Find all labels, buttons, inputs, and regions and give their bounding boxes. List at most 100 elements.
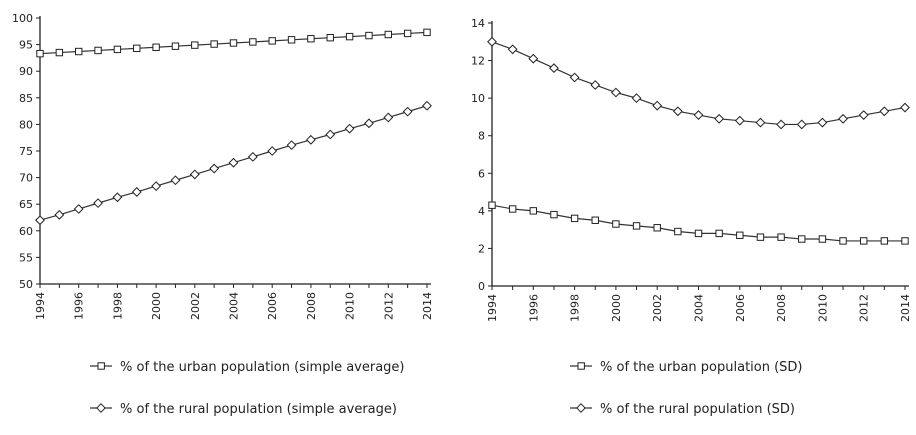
data-point: [755, 117, 766, 128]
y-tick-label: 65: [19, 198, 33, 211]
x-tick-label: 2012: [382, 292, 395, 320]
x-tick-label: 2010: [344, 292, 357, 320]
y-tick-label: 2: [478, 242, 485, 255]
data-point: [612, 220, 620, 228]
y-tick-label: 0: [478, 280, 485, 293]
data-point: [210, 40, 218, 48]
x-tick-label: 2014: [421, 292, 434, 320]
data-point: [549, 63, 559, 73]
data-point: [900, 102, 910, 113]
x-tick-label: 1994: [34, 292, 47, 320]
legend-label: % of the urban population (SD): [600, 360, 803, 375]
y-tick-label: 90: [19, 65, 33, 78]
data-point: [403, 29, 412, 38]
data-point: [423, 28, 431, 37]
data-point: [796, 119, 807, 130]
x-tick-label: 2000: [150, 292, 163, 320]
data-point: [73, 204, 84, 214]
x-tick-label: 2010: [816, 294, 829, 322]
data-point: [112, 192, 123, 203]
data-point: [55, 48, 64, 57]
data-point: [528, 53, 539, 64]
data-point: [93, 198, 103, 209]
data-point: [507, 44, 518, 55]
data-point: [839, 237, 847, 245]
data-point: [508, 205, 517, 213]
data-point: [326, 33, 334, 42]
x-tick-label: 2006: [266, 292, 279, 320]
data-point: [694, 229, 703, 238]
legend-marker: [576, 403, 586, 413]
data-point: [610, 87, 621, 98]
data-point: [529, 207, 537, 215]
data-point: [672, 106, 683, 117]
y-tick-label: 55: [19, 251, 33, 264]
data-point: [209, 163, 220, 174]
chart-panel-2: 0 2 4 6 8 10 12 14 1994 1996 1998 2000 2002 2004 2006 2…: [471, 17, 912, 417]
data-point: [402, 106, 413, 117]
data-point: [817, 117, 828, 128]
y-tick-label: 100: [12, 12, 33, 25]
chart-panel-1: 50 55 60 65 70 75 80 85 90 95 100 1994 1996 1998 2000 2…: [12, 12, 434, 417]
legend-label: % of the rural population (SD): [600, 402, 795, 417]
x-tick-label: 2008: [305, 292, 318, 320]
y-tick-label: 60: [19, 225, 33, 238]
data-point: [858, 110, 869, 120]
x-tick-label: 2002: [189, 292, 202, 320]
data-point: [860, 237, 868, 245]
legend-label: % of the rural population (simple averag…: [120, 402, 397, 417]
x-tick-label: 2008: [775, 294, 788, 322]
data-point: [631, 93, 642, 104]
x-tick-label: 2012: [858, 294, 871, 322]
y-tick-label: 4: [478, 205, 485, 218]
data-point: [487, 36, 497, 47]
y-tick-label: 70: [19, 172, 33, 185]
data-point: [422, 100, 432, 111]
data-point: [35, 215, 45, 226]
x-tick-label: 1994: [486, 294, 499, 322]
data-point: [901, 237, 909, 245]
data-point: [345, 32, 354, 41]
data-point: [249, 38, 257, 46]
y-tick-label: 95: [19, 39, 33, 52]
y-tick-label: 10: [471, 92, 485, 105]
data-point: [488, 201, 496, 209]
data-point: [632, 222, 641, 230]
data-point: [113, 45, 122, 54]
x-tick-label: 1996: [527, 294, 540, 322]
data-point: [674, 227, 682, 236]
y-tick-label: 50: [19, 278, 33, 291]
legend-marker: [97, 362, 105, 370]
data-point: [550, 210, 558, 219]
data-point: [287, 36, 296, 44]
x-tick-label: 1996: [73, 292, 86, 320]
data-point: [756, 233, 765, 241]
data-point: [652, 100, 663, 111]
data-point: [191, 41, 199, 49]
data-point: [151, 181, 162, 192]
y-tick-label: 14: [471, 17, 485, 30]
data-point: [171, 42, 180, 50]
data-point: [36, 49, 44, 58]
data-point: [94, 46, 102, 55]
data-point: [776, 119, 787, 130]
data-point: [715, 229, 723, 238]
data-point: [228, 157, 239, 168]
data-point: [267, 146, 278, 156]
data-point: [569, 72, 580, 83]
x-tick-label: 2006: [734, 294, 747, 322]
y-tick-label: 80: [19, 118, 33, 131]
data-point: [590, 80, 601, 90]
data-point: [170, 175, 181, 186]
data-point: [818, 235, 827, 243]
data-point: [229, 39, 238, 47]
data-point: [189, 169, 200, 180]
data-point: [777, 233, 785, 241]
x-tick-label: 2014: [899, 294, 912, 322]
data-point: [131, 187, 142, 197]
data-point: [307, 35, 315, 43]
data-point: [383, 112, 394, 123]
data-point: [384, 30, 393, 39]
y-tick-label: 75: [19, 145, 33, 158]
